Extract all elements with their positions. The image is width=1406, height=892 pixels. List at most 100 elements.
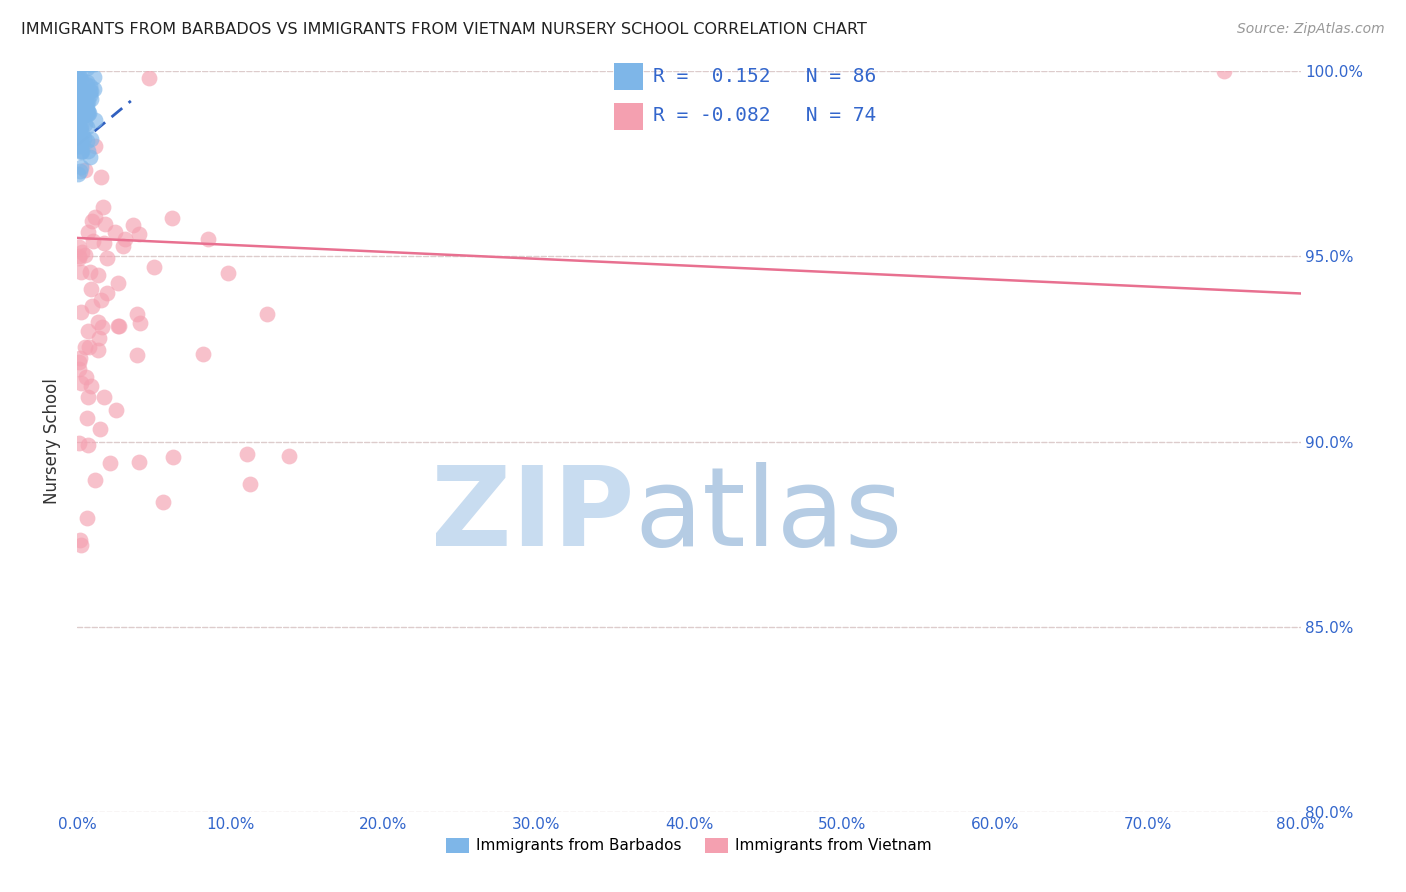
Point: [256, 307, 278, 321]
Point: [79, 84, 101, 98]
Point: [70, 376, 93, 390]
Point: [67, 128, 90, 142]
Point: [90, 293, 112, 308]
Point: [80, 132, 103, 146]
Point: [67, 436, 90, 450]
Point: [66, 77, 89, 91]
Point: [75, 107, 97, 121]
Point: [83, 70, 105, 85]
Text: ZIP: ZIP: [430, 462, 634, 569]
Point: [76, 106, 98, 120]
Point: [128, 227, 150, 242]
Point: [66, 94, 89, 108]
Point: [75, 94, 97, 108]
Point: [104, 225, 127, 239]
Point: [66, 87, 89, 102]
Point: [77, 145, 100, 159]
Point: [77, 57, 100, 71]
Point: [86, 343, 108, 358]
Point: [69, 118, 91, 132]
Point: [76, 75, 98, 89]
Point: [72, 57, 94, 71]
Point: [69, 70, 91, 85]
Point: [127, 348, 149, 362]
Point: [84, 210, 107, 224]
Point: [67, 136, 90, 150]
Point: [77, 57, 100, 71]
Point: [73, 130, 96, 145]
Point: [69, 91, 91, 105]
Point: [93, 236, 115, 251]
Point: [76, 390, 98, 404]
Point: [193, 347, 215, 361]
Point: [72, 110, 94, 124]
Point: [80, 379, 103, 393]
Legend: Immigrants from Barbados, Immigrants from Vietnam: Immigrants from Barbados, Immigrants fro…: [440, 831, 938, 860]
Point: [96, 251, 118, 265]
Point: [67, 167, 90, 181]
Point: [75, 77, 97, 91]
Point: [73, 100, 96, 114]
Point: [70, 145, 93, 159]
Point: [69, 160, 91, 174]
Point: [107, 276, 129, 290]
Point: [79, 150, 101, 164]
Point: [72, 96, 94, 111]
Text: Source: ZipAtlas.com: Source: ZipAtlas.com: [1237, 22, 1385, 37]
Point: [73, 91, 96, 105]
Bar: [614, 62, 644, 90]
Point: [73, 100, 96, 114]
Point: [80, 92, 103, 106]
Point: [73, 84, 96, 98]
Point: [80, 57, 103, 71]
Point: [69, 163, 91, 178]
Point: [77, 340, 100, 354]
Point: [72, 108, 94, 122]
Point: [94, 217, 117, 231]
Point: [80, 299, 103, 313]
Point: [76, 103, 98, 118]
Point: [162, 450, 184, 465]
Point: [90, 170, 112, 185]
Point: [69, 145, 91, 159]
Point: [67, 70, 90, 84]
Point: [91, 319, 114, 334]
Point: [76, 94, 98, 108]
Point: [70, 99, 93, 113]
Point: [76, 134, 98, 148]
Point: [67, 251, 90, 265]
Point: [104, 403, 127, 417]
Point: [67, 118, 90, 132]
Point: [66, 83, 89, 97]
Point: [69, 351, 91, 366]
Point: [75, 369, 97, 384]
Point: [83, 139, 105, 153]
Point: [152, 495, 174, 509]
Point: [91, 200, 114, 214]
Point: [1213, 64, 1236, 78]
Point: [67, 355, 90, 369]
Point: [107, 318, 129, 333]
Point: [87, 268, 110, 282]
Point: [75, 163, 97, 178]
Point: [70, 130, 93, 145]
Point: [70, 265, 93, 279]
Point: [73, 117, 96, 131]
Point: [76, 103, 98, 118]
Point: [83, 81, 105, 95]
Point: [79, 88, 101, 103]
Point: [69, 121, 91, 136]
Point: [75, 248, 97, 262]
Point: [76, 61, 98, 75]
Point: [76, 511, 98, 525]
Point: [70, 144, 93, 158]
Point: [67, 249, 90, 263]
Point: [107, 318, 129, 333]
Point: [75, 57, 97, 71]
Point: [79, 265, 101, 279]
Point: [69, 89, 91, 103]
Point: [76, 107, 98, 121]
Point: [84, 473, 107, 487]
Point: [129, 316, 152, 330]
Point: [77, 106, 100, 120]
